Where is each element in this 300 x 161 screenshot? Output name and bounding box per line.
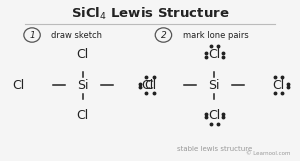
Text: Si: Si — [77, 79, 88, 92]
Text: © Learnool.com: © Learnool.com — [246, 151, 290, 156]
Text: mark lone pairs: mark lone pairs — [183, 31, 249, 39]
Text: Cl: Cl — [13, 79, 25, 92]
Text: Cl: Cl — [141, 79, 153, 92]
Text: Cl: Cl — [77, 48, 89, 62]
Text: draw sketch: draw sketch — [52, 31, 103, 39]
Text: 2: 2 — [160, 31, 166, 39]
Text: Cl: Cl — [208, 48, 220, 62]
Text: Si: Si — [208, 79, 220, 92]
Text: 1: 1 — [29, 31, 35, 39]
Text: Cl: Cl — [77, 109, 89, 122]
Text: stable lewis structure: stable lewis structure — [177, 146, 252, 152]
Text: Cl: Cl — [208, 109, 220, 122]
Text: Cl: Cl — [272, 79, 284, 92]
Text: Cl: Cl — [144, 79, 156, 92]
Text: SiCl$_4$ Lewis Structure: SiCl$_4$ Lewis Structure — [71, 6, 229, 22]
